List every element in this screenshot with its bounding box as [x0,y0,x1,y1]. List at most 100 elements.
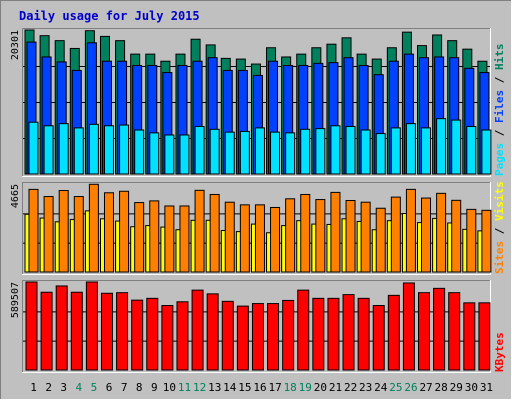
bar-kbytes [85,281,98,371]
x-tick-label: 27 [419,381,432,394]
bar-sites [315,199,326,273]
bar-sites [119,190,130,273]
bar-sites [254,204,265,273]
bar-kbytes [116,292,129,371]
bar-kbytes [146,297,159,371]
bar-sites [466,208,477,273]
bar-kbytes [342,294,355,371]
bar-sites [224,201,235,273]
bar-pages [481,129,492,175]
legend-separator: / [493,221,506,241]
bar-sites [451,199,462,273]
chart-title: Daily usage for July 2015 [19,9,200,23]
bar-sites [164,205,175,273]
bar-kbytes [236,305,249,371]
bar-kbytes [40,291,53,371]
legend-kbytes: KBytes [493,332,506,372]
bar-pages [421,127,432,175]
bar-sites [300,193,311,273]
legend-visits: Visits [493,181,506,221]
bar-kbytes [131,299,144,371]
x-tick-label: 1 [30,381,37,394]
bar-kbytes [100,292,113,371]
x-tick-label: 29 [450,381,463,394]
x-axis-day-labels: 1 2 3 4 5 6 7 8 9 10 11 12 13 14 15 16 17 18 19 20 21 22 23 24 2… [30,381,493,394]
bar-pages [315,128,326,175]
bar-pages [375,133,386,175]
bar-kbytes [221,300,234,371]
x-tick-label: 4 [76,381,83,394]
x-tick-label: 12 [193,381,206,394]
bar-kbytes [478,302,491,371]
bar-pages [134,129,145,175]
bar-pages [360,129,371,175]
bar-pages [28,121,39,175]
x-tick-label: 14 [223,381,237,394]
x-tick-label: 3 [60,381,67,394]
x-tick-label: 13 [208,381,221,394]
bar-kbytes [418,292,431,371]
bar-pages [270,131,281,175]
bar-kbytes [387,294,400,371]
bar-kbytes [206,293,219,371]
x-tick-label: 10 [163,381,176,394]
x-tick-label: 9 [151,381,158,394]
bar-pages [239,130,250,175]
bar-pages [209,128,220,175]
y-max-label: 20301 [10,30,21,60]
bar-sites [405,188,416,273]
bar-sites [103,192,114,273]
bar-sites [390,196,401,273]
bar-kbytes [463,302,476,371]
bar-pages [73,127,84,175]
panel-kbytes: 589507 KBytes [10,280,506,373]
x-tick-label: 7 [121,381,128,394]
x-tick-label: 19 [299,381,312,394]
legend-hits-files-pages: Pages / Files / Hits [493,44,506,177]
bar-kbytes [25,281,38,371]
bar-sites [375,207,386,273]
x-tick-label: 11 [178,381,191,394]
x-tick-label: 20 [314,381,327,394]
bar-sites [270,206,281,273]
x-tick-label: 8 [136,381,143,394]
x-tick-label: 5 [91,381,98,394]
bar-pages [345,125,356,175]
bar-pages [285,132,296,175]
bar-pages [88,123,99,175]
bar-sites [88,183,99,273]
bar-pages [103,125,114,175]
bar-kbytes [312,297,325,371]
bar-pages [224,131,235,175]
bar-sites [436,192,447,273]
bar-pages [194,125,205,175]
bar-pages [179,134,190,175]
bar-kbytes [267,303,280,371]
bar-kbytes [372,305,385,371]
x-tick-label: 26 [404,381,417,394]
legend-pages: Pages [493,143,506,176]
bar-kbytes [70,291,83,371]
legend-hits: Hits [493,44,506,71]
bar-pages [164,134,175,175]
bar-kbytes [161,305,174,371]
bar-sites [134,202,145,273]
bar-sites [481,209,492,273]
bar-sites [345,200,356,273]
bar-sites [43,196,54,273]
x-tick-label: 30 [465,381,478,394]
bar-sites [73,196,84,273]
bar-kbytes [55,285,68,371]
bar-kbytes [251,303,264,371]
bar-sites [209,193,220,273]
bar-pages [254,127,265,175]
bar-sites [194,189,205,273]
bar-kbytes [433,287,446,371]
bar-pages [405,123,416,175]
legend-separator: / [493,123,506,143]
x-tick-label: 22 [344,381,357,394]
y-max-label: 589507 [10,282,21,318]
chart-panels: 20301 Pages / Files / Hits 4665 Sites / Vis… [10,28,506,373]
x-tick-label: 16 [253,381,266,394]
